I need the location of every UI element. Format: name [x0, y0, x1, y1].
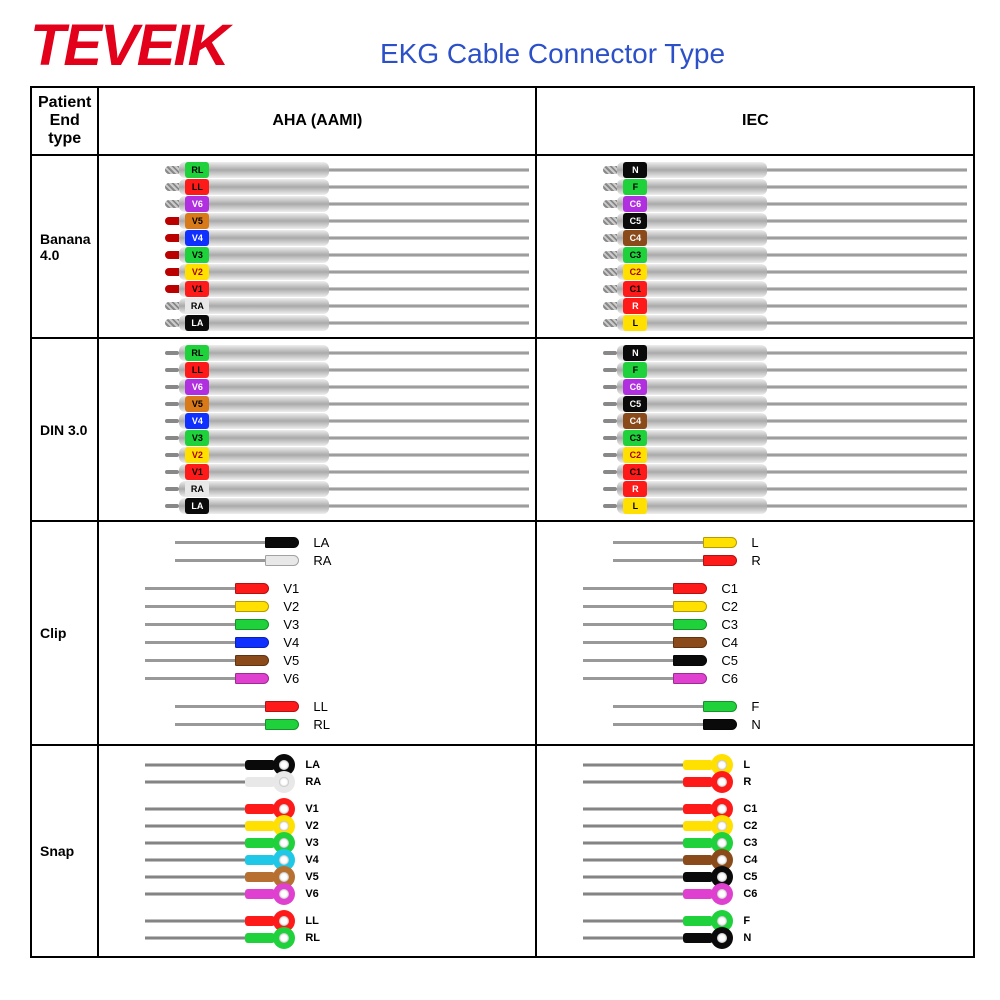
table-row: Banana 4.0RLLLV6V5V4V3V2V1RALANFC6C5C4C3… [31, 155, 974, 338]
lead-label: V6 [283, 671, 299, 686]
lead-label: C3 [743, 837, 757, 849]
lead-label: C3 [623, 430, 647, 446]
lead-label: LL [313, 699, 327, 714]
lead-label: LA [305, 759, 320, 771]
lead-label: N [743, 932, 751, 944]
lead-label: C1 [623, 464, 647, 480]
lead-label: F [623, 179, 647, 195]
lead-label: C1 [721, 581, 738, 596]
col-header-patient-end: Patient End type [31, 87, 98, 155]
lead-label: N [623, 345, 647, 361]
lead-label: C4 [721, 635, 738, 650]
lead-label: V5 [305, 871, 318, 883]
lead-label: RA [305, 776, 321, 788]
lead-label: V4 [283, 635, 299, 650]
lead-label: RL [313, 717, 330, 732]
lead-label: R [623, 481, 647, 497]
page-title: EKG Cable Connector Type [380, 38, 725, 70]
lead-label: RL [185, 345, 209, 361]
lead-label: C5 [743, 871, 757, 883]
lead-label: LL [185, 362, 209, 378]
lead-label: RL [305, 932, 320, 944]
lead-label: LA [313, 535, 329, 550]
lead-label: C6 [721, 671, 738, 686]
lead-label: RA [185, 481, 209, 497]
lead-label: C1 [623, 281, 647, 297]
lead-label: V2 [185, 447, 209, 463]
lead-label: V5 [283, 653, 299, 668]
lead-label: C5 [623, 213, 647, 229]
row-name: Snap [31, 745, 98, 957]
lead-label: C5 [721, 653, 738, 668]
col-header-iec: IEC [536, 87, 974, 155]
lead-label: C6 [623, 196, 647, 212]
lead-label: V5 [185, 396, 209, 412]
lead-label: C4 [623, 413, 647, 429]
lead-label: C1 [743, 803, 757, 815]
lead-label: RA [313, 553, 331, 568]
lead-label: V6 [305, 888, 318, 900]
lead-label: F [623, 362, 647, 378]
connector-table: Patient End type AHA (AAMI) IEC Banana 4… [30, 86, 975, 958]
lead-label: V3 [305, 837, 318, 849]
table-row: DIN 3.0RLLLV6V5V4V3V2V1RALANFC6C5C4C3C2C… [31, 338, 974, 521]
lead-label: R [743, 776, 751, 788]
lead-label: V6 [185, 196, 209, 212]
lead-label: C4 [743, 854, 757, 866]
lead-label: V3 [185, 247, 209, 263]
lead-label: C2 [743, 820, 757, 832]
lead-label: L [623, 315, 647, 331]
lead-label: V1 [283, 581, 299, 596]
lead-label: C4 [623, 230, 647, 246]
brand-logo: TEVEIK [30, 12, 228, 79]
lead-label: V3 [185, 430, 209, 446]
lead-label: V3 [283, 617, 299, 632]
row-name: Clip [31, 521, 98, 745]
lead-label: C2 [623, 447, 647, 463]
lead-label: LA [185, 498, 209, 514]
lead-label: V1 [185, 464, 209, 480]
lead-label: C3 [721, 617, 738, 632]
lead-label: C3 [623, 247, 647, 263]
lead-label: C6 [743, 888, 757, 900]
lead-label: RL [185, 162, 209, 178]
lead-label: C2 [721, 599, 738, 614]
lead-label: LL [185, 179, 209, 195]
row-name: Banana 4.0 [31, 155, 98, 338]
lead-label: F [743, 915, 750, 927]
lead-label: R [623, 298, 647, 314]
lead-label: V1 [305, 803, 318, 815]
lead-label: N [623, 162, 647, 178]
lead-label: L [623, 498, 647, 514]
lead-label: V6 [185, 379, 209, 395]
lead-label: LA [185, 315, 209, 331]
lead-label: V2 [305, 820, 318, 832]
lead-label: V1 [185, 281, 209, 297]
row-name: DIN 3.0 [31, 338, 98, 521]
table-row: Clip LA RA V1 V2 V3 V4 V5 V6 LL RL LR C1 C2 C3 C4 C5 C6 FN [31, 521, 974, 745]
lead-label: C2 [623, 264, 647, 280]
lead-label: F [751, 699, 759, 714]
lead-label: V4 [305, 854, 318, 866]
lead-label: V5 [185, 213, 209, 229]
lead-label: C5 [623, 396, 647, 412]
lead-label: R [751, 553, 760, 568]
col-header-aha: AHA (AAMI) [98, 87, 536, 155]
lead-label: V4 [185, 230, 209, 246]
lead-label: N [751, 717, 760, 732]
lead-label: V2 [185, 264, 209, 280]
lead-label: LL [305, 915, 318, 927]
lead-label: L [743, 759, 750, 771]
lead-label: V4 [185, 413, 209, 429]
lead-label: RA [185, 298, 209, 314]
lead-label: L [751, 535, 758, 550]
lead-label: C6 [623, 379, 647, 395]
lead-label: V2 [283, 599, 299, 614]
table-row: Snap LA RA V1 V2 V3 V4 V5 V6 LL RL LR C1 C2 C3 C4 C5 C6 FN [31, 745, 974, 957]
